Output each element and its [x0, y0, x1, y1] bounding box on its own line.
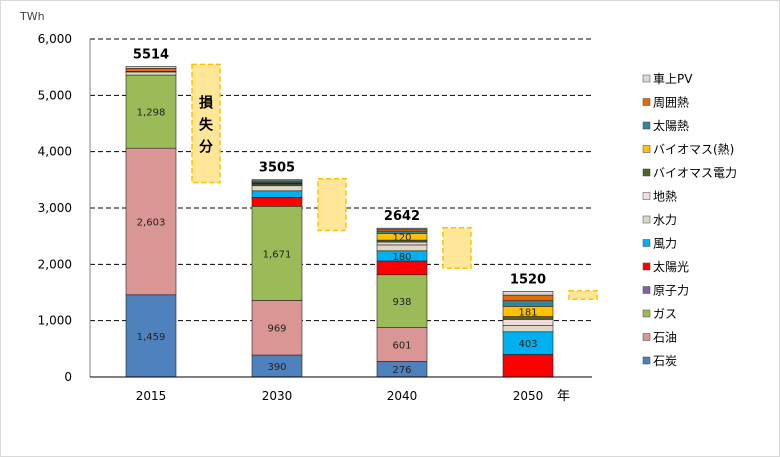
bar-segment	[251, 179, 303, 181]
bar-segment	[376, 244, 428, 252]
legend-swatch	[642, 333, 651, 341]
bar-segment	[251, 300, 303, 356]
bar-segment	[251, 190, 303, 198]
legend-swatch	[642, 98, 651, 106]
y-tick-label: 3,000	[38, 201, 72, 215]
legend-swatch	[642, 74, 651, 83]
legend-swatch	[642, 309, 651, 318]
legend-label: 周囲熱	[653, 96, 689, 110]
legend-swatch	[642, 192, 651, 200]
legend-label: 太陽熱	[653, 118, 689, 133]
legend-swatch	[642, 239, 651, 247]
segment-label: 1,298	[137, 108, 166, 119]
legend-swatch	[642, 286, 651, 294]
bar-segment	[502, 294, 554, 302]
loss-box	[568, 290, 598, 301]
legend-label: 水力	[653, 213, 677, 227]
segment-label: 181	[518, 307, 537, 318]
segment-label: 180	[392, 252, 411, 263]
legend-swatch	[642, 356, 651, 365]
y-tick-label: 6,000	[38, 32, 72, 46]
bars: 1,459 2,603 1,298 390 969 1,671 276 601 938 180 12…	[125, 66, 554, 378]
legend-label: 地熱	[653, 190, 677, 204]
loss-label-char: 損	[199, 94, 214, 111]
segment-label: 601	[392, 341, 411, 352]
y-tick-label: 4,000	[38, 145, 72, 159]
loss-box	[317, 177, 347, 232]
x-tick-label: 2040	[387, 389, 418, 403]
loss-label-char: 失	[199, 116, 214, 133]
loss-box	[191, 63, 221, 184]
legend-label: ガス	[653, 307, 677, 321]
segment-label: 1,671	[263, 249, 292, 260]
bar-segment	[502, 325, 554, 333]
segment-label: 403	[518, 339, 537, 350]
segment-label: 390	[267, 362, 286, 373]
legend-swatch	[642, 215, 651, 224]
x-tick-label: 2030	[262, 389, 293, 403]
x-tick-label: 2015	[136, 389, 167, 403]
loss-box	[442, 226, 472, 270]
total-labels: 5514 3505 2642 1520	[133, 47, 546, 287]
x-axis-unit-label: 年	[557, 389, 570, 404]
y-axis-unit-label: TWh	[19, 10, 45, 23]
bar-segment	[125, 74, 177, 149]
bar-segment	[125, 67, 177, 72]
bar-segment	[251, 196, 303, 207]
total-label: 3505	[259, 161, 295, 176]
legend-swatch	[642, 262, 651, 271]
bar-segment	[376, 327, 428, 362]
legend-swatch	[642, 168, 651, 177]
segment-label: 1,459	[137, 332, 166, 343]
bar-segment	[125, 294, 177, 378]
legend-swatch	[642, 145, 651, 153]
bar-segment	[251, 185, 303, 192]
legend-swatch	[642, 121, 651, 130]
x-axis-ticks: 2015 2030 2040 2050	[136, 389, 544, 403]
segment-label: 969	[267, 324, 286, 335]
segment-label: 938	[392, 297, 411, 308]
segment-label: 2,603	[137, 217, 166, 228]
legend-label: バイオマス電力	[653, 166, 737, 180]
bar-segment	[125, 71, 177, 76]
bar-segment	[376, 274, 428, 328]
y-tick-label: 5,000	[38, 88, 72, 102]
y-tick-label: 0	[64, 370, 72, 384]
bar-segment	[376, 260, 428, 276]
bar-segment	[125, 66, 177, 69]
loss-label-char: 分	[199, 139, 213, 155]
y-tick-label: 2,000	[38, 257, 72, 271]
bar-segment	[502, 319, 554, 326]
bar-segment	[125, 147, 177, 296]
loss-boxes: 損失分	[191, 63, 598, 301]
bar-segment	[502, 291, 554, 296]
y-axis-ticks: 0 1,000 2,000 3,000 4,000 5,000 6,000	[38, 32, 72, 384]
total-label: 1520	[510, 272, 546, 287]
y-tick-label: 1,000	[38, 314, 72, 328]
total-label: 2642	[384, 209, 420, 224]
bar-segment	[502, 354, 554, 378]
bar-segment	[502, 300, 554, 307]
legend-label: 原子力	[653, 284, 689, 298]
legend-label: 風力	[653, 237, 677, 251]
bar-segment	[251, 206, 303, 301]
segment-label: 276	[392, 365, 411, 376]
x-tick-label: 2050	[513, 389, 544, 403]
bar-segment	[376, 227, 428, 230]
legend-label: 車上PV	[653, 72, 693, 86]
legend-label: 石油	[653, 331, 677, 345]
segment-label: 120	[392, 233, 411, 244]
legend-label: 石炭	[653, 354, 677, 368]
bar-segment	[376, 230, 428, 234]
legend-label: 太陽光	[653, 259, 689, 274]
legend-label: バイオマス(熱)	[653, 143, 734, 157]
total-label: 5514	[133, 47, 169, 62]
